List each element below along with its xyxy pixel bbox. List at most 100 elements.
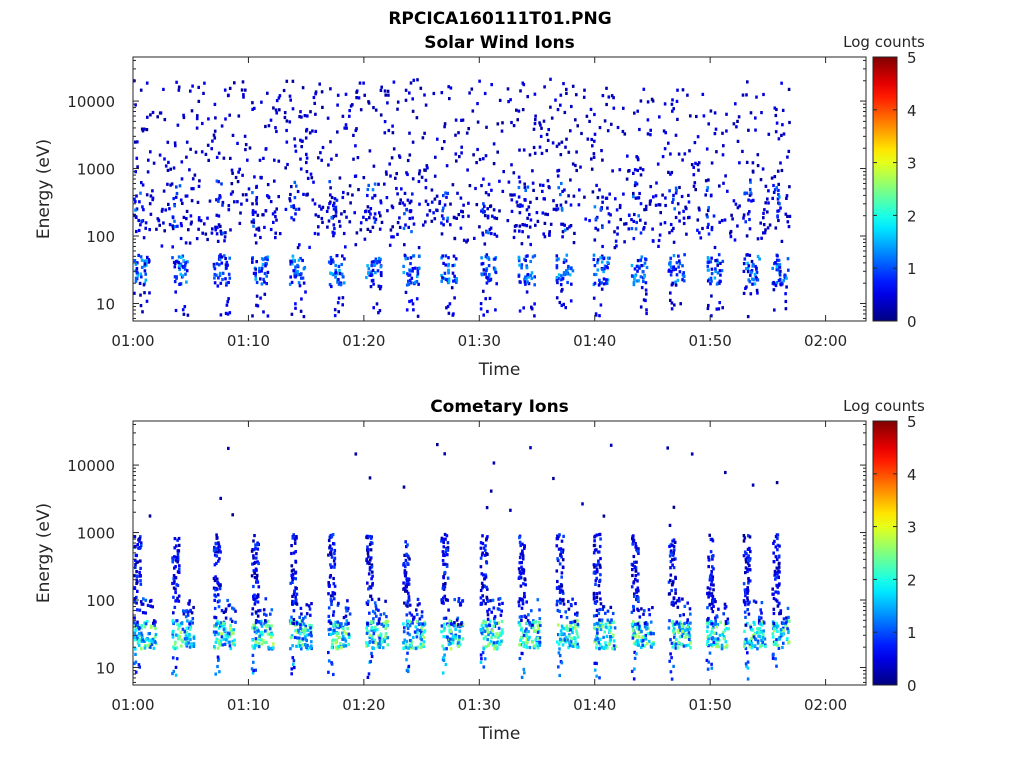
cell <box>560 555 563 559</box>
cell <box>304 615 307 619</box>
cell <box>779 628 783 632</box>
cell <box>415 116 419 120</box>
cell <box>134 563 137 567</box>
cell <box>710 267 714 271</box>
cell <box>497 621 500 625</box>
cell <box>605 102 608 107</box>
cell <box>771 196 774 200</box>
cell <box>294 598 298 602</box>
cell <box>423 630 426 634</box>
cell <box>329 563 332 567</box>
cell <box>137 228 141 233</box>
cell <box>405 283 409 287</box>
cell <box>459 226 463 230</box>
cell <box>378 642 381 646</box>
cell <box>707 222 710 226</box>
cell <box>367 209 371 214</box>
cell <box>614 644 617 648</box>
cell <box>329 255 333 260</box>
cell <box>141 611 145 615</box>
y-tick-label: 10000 <box>67 93 115 111</box>
cell <box>452 215 456 219</box>
cell <box>549 105 552 109</box>
cell <box>453 279 457 283</box>
cell <box>738 204 741 208</box>
cell <box>607 620 610 624</box>
cell <box>749 550 752 554</box>
cell <box>736 119 739 123</box>
cell <box>480 209 483 213</box>
cell <box>171 632 174 636</box>
cell <box>261 213 264 217</box>
cell <box>289 259 292 263</box>
cell <box>181 265 185 269</box>
cell <box>273 179 276 183</box>
cell <box>634 574 638 578</box>
cell <box>224 609 227 613</box>
cell <box>371 635 374 639</box>
cell <box>612 639 616 643</box>
cell <box>138 570 141 574</box>
cell <box>146 632 150 636</box>
cell <box>369 207 373 211</box>
cell <box>609 635 612 639</box>
cell <box>599 565 602 569</box>
cell <box>709 282 712 286</box>
cell <box>330 547 333 551</box>
cell <box>555 258 559 262</box>
cell <box>669 273 673 277</box>
cell <box>335 153 338 157</box>
cell <box>137 638 141 642</box>
cell <box>717 645 721 649</box>
cell <box>446 304 450 309</box>
cell <box>787 225 791 229</box>
cell <box>255 294 259 298</box>
cell <box>689 621 692 625</box>
cell <box>568 225 571 229</box>
cell <box>197 218 201 222</box>
cell <box>626 154 629 158</box>
cell <box>775 258 779 262</box>
cell <box>172 581 176 585</box>
cell <box>722 612 725 616</box>
cell <box>761 636 765 640</box>
cell <box>424 178 428 182</box>
cell <box>766 226 770 230</box>
cell <box>331 230 335 234</box>
cell <box>746 596 749 600</box>
cell <box>674 601 677 605</box>
cell <box>725 129 728 133</box>
cell <box>140 258 144 262</box>
cell <box>264 624 268 628</box>
cell <box>608 624 612 628</box>
cell <box>419 86 423 90</box>
cell <box>718 281 721 285</box>
cell <box>555 207 558 211</box>
cell <box>364 210 367 214</box>
cell <box>606 609 610 613</box>
cell <box>698 231 701 235</box>
cell <box>750 277 754 281</box>
cell <box>612 633 615 637</box>
cell <box>515 108 518 112</box>
cell <box>443 452 446 456</box>
cell <box>637 279 641 283</box>
cell <box>408 278 412 282</box>
cell <box>594 582 597 586</box>
cell <box>139 582 143 586</box>
cell <box>218 557 221 561</box>
cell <box>300 272 303 276</box>
cell <box>718 279 722 283</box>
cell <box>139 559 142 563</box>
cell <box>671 109 674 113</box>
cell <box>756 639 760 643</box>
cell <box>745 234 749 238</box>
cell <box>633 267 637 271</box>
cell <box>252 271 256 275</box>
cell <box>185 644 189 648</box>
cell <box>226 598 229 603</box>
cell <box>137 253 140 257</box>
cell <box>283 115 287 120</box>
cell <box>183 629 187 633</box>
cell <box>277 159 281 163</box>
